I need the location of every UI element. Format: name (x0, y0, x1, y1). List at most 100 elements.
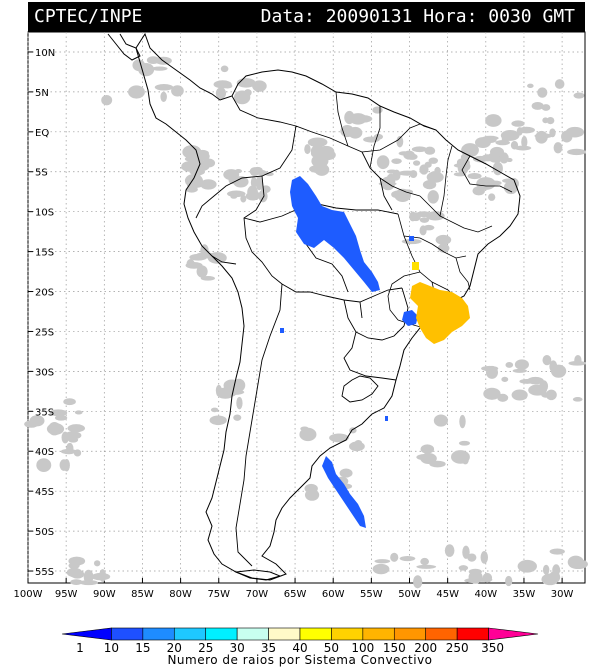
cloud-patch (74, 410, 83, 415)
cloud-patch (406, 153, 418, 160)
lat-label: 35S (35, 407, 54, 418)
cloud-patch (171, 85, 184, 97)
cloud-patch (223, 379, 241, 392)
cloud-patch (416, 454, 433, 461)
cloud-patch (542, 355, 552, 366)
cloud-patch (546, 116, 555, 125)
cloud-patch (527, 83, 534, 88)
cloud-patch (419, 217, 430, 223)
cloud-patch (429, 460, 446, 468)
legend-swatch (236, 627, 269, 641)
cloud-patch (151, 66, 168, 71)
cloud-patch (252, 80, 267, 92)
longitude-labels: 100W 95W 90W 85W 80W 75W 70W 65W 60W 55W 50W 45W 40W… (14, 589, 574, 600)
cloud-patch (392, 169, 401, 181)
legend-colorbar: 1 10 15 20 25 30 35 40 50 100 150 200 250 350 (61, 627, 539, 655)
cloud-patch (512, 368, 527, 373)
lat-label: 15S (35, 248, 54, 259)
cloud-patch (91, 572, 111, 581)
cloud-patch (511, 120, 525, 127)
header-bar: CPTEC/INPE Data: 20090131 Hora: 0030 GMT (28, 2, 585, 32)
hora-label: Hora: (423, 6, 478, 27)
cloud-patch (480, 551, 488, 564)
lat-label: 50S (35, 527, 54, 538)
cloud-patch (376, 155, 390, 170)
lon-label: 35W (513, 589, 536, 600)
legend-swatch (205, 627, 238, 641)
timezone-label: GMT (542, 6, 575, 27)
legend-swatch (425, 627, 458, 641)
cloud-patch (552, 564, 561, 576)
legend-label: 30 (230, 641, 245, 655)
cloud-patch (79, 579, 99, 586)
cloud-patch (505, 362, 514, 368)
cloud-patch (390, 552, 399, 562)
cloud-patch (314, 163, 330, 176)
cloud-patch (424, 146, 436, 155)
cloud-patch (435, 234, 452, 245)
map-grid (27, 32, 585, 583)
lat-label: 20S (35, 288, 54, 299)
cloud-patch (474, 137, 491, 149)
legend-label: 100 (351, 641, 374, 655)
lat-label: 45S (35, 487, 54, 498)
cloud-patch (48, 421, 61, 436)
cloud-patch (485, 365, 498, 379)
cloud-patch (372, 563, 390, 575)
cloud-patch (210, 407, 219, 413)
cloud-patch (101, 94, 113, 106)
cloud-patch (461, 455, 469, 465)
cloud-patch (63, 398, 76, 406)
cloud-patch (568, 360, 587, 366)
legend-label: 150 (383, 641, 406, 655)
cloud-patch (531, 102, 544, 110)
cloud-patch (413, 160, 421, 166)
cloud-patch (233, 414, 242, 421)
lat-label: 10S (35, 208, 54, 219)
cloud-patch (432, 172, 444, 181)
cloud-patch (399, 555, 416, 562)
cloud-patch (247, 185, 258, 199)
cloud-patch (409, 211, 417, 222)
cloud-patch (458, 440, 471, 446)
cloud-patch (310, 147, 330, 159)
cloud-patch (230, 194, 238, 199)
cloud-patch (467, 173, 482, 180)
cloud-patch (63, 459, 70, 472)
lon-label: 65W (284, 589, 307, 600)
cloud-patch (340, 125, 355, 138)
lat-label: 5S (35, 168, 48, 179)
cloud-patch (68, 562, 80, 569)
lon-label: 45W (436, 589, 459, 600)
cloud-patch (215, 87, 227, 100)
lon-label: 100W (14, 589, 43, 600)
legend-swatch (393, 627, 427, 641)
cloud-patch (398, 151, 411, 156)
lat-label: 10N (35, 48, 55, 59)
legend-swatch (488, 627, 539, 641)
cloud-cover (24, 56, 588, 589)
cloud-patch (202, 158, 216, 168)
cloud-patch (488, 193, 496, 201)
cloud-patch (132, 59, 146, 72)
cloud-patch (413, 575, 423, 589)
cloud-patch (66, 567, 83, 578)
cloud-patch (428, 157, 439, 164)
legend-swatch (111, 627, 144, 641)
legend-swatch (331, 627, 364, 641)
cloud-patch (391, 158, 402, 164)
cloud-patch (568, 559, 588, 570)
cloud-patch (419, 225, 427, 236)
lon-label: 95W (55, 589, 78, 600)
cloud-patch (425, 211, 445, 221)
cloud-patch (537, 87, 548, 98)
cloud-patch (255, 170, 268, 176)
cloud-patch (396, 135, 404, 148)
cloud-patch (422, 179, 437, 190)
cloud-patch (464, 578, 480, 584)
cloud-patch (541, 104, 551, 111)
cloud-patch (483, 387, 501, 400)
cloud-patch (460, 153, 469, 161)
cloud-patch (93, 560, 101, 567)
cloud-patch (339, 468, 353, 478)
